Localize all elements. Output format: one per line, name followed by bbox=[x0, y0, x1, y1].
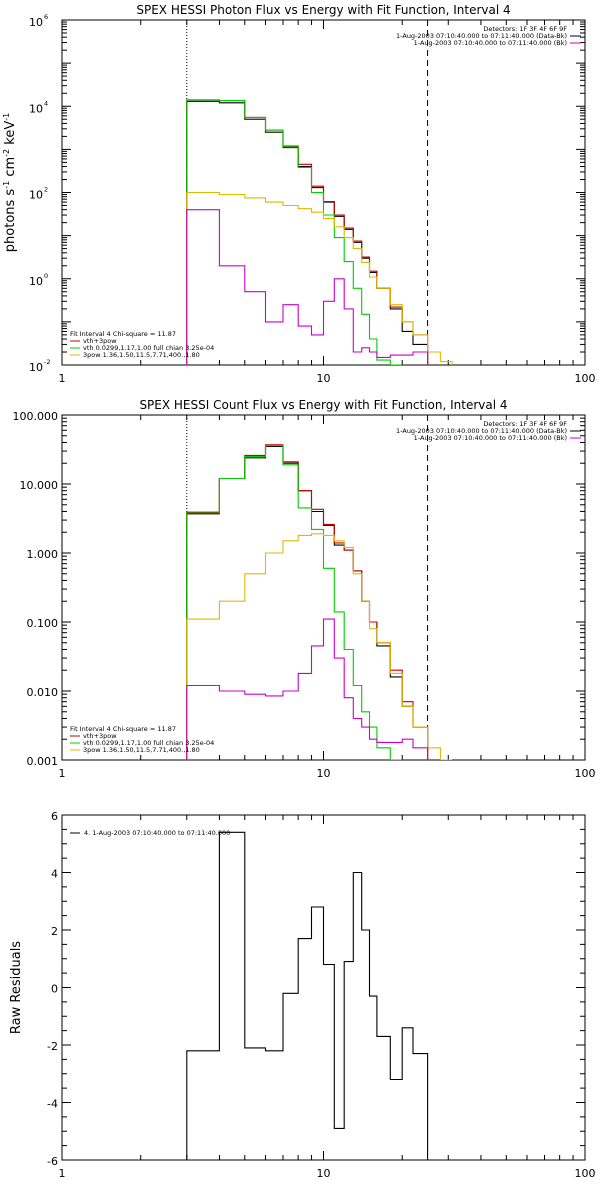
legend-entry: Fit Interval 4 Chi-square = 11.87 bbox=[70, 330, 176, 338]
plot-frame bbox=[61, 414, 586, 761]
y-tick-label: 0.001 bbox=[27, 755, 59, 768]
y-axis-label-part: photons s bbox=[3, 189, 18, 253]
y-tick-label: 100.000 bbox=[13, 410, 59, 423]
y-tick-label: -6 bbox=[47, 1155, 58, 1168]
y-axis-label: photons s-1 cm-2 keV-1 bbox=[2, 113, 18, 252]
series-group bbox=[186, 831, 429, 1160]
y-tick-label: 10 4 bbox=[29, 99, 48, 115]
legend-entry: 3pow 1.36,1.50,11.5,7.71,400.,1.80 bbox=[83, 351, 200, 359]
x-tick-label: 1 bbox=[59, 767, 66, 780]
chart-title: SPEX HESSI Count Flux vs Energy with Fit… bbox=[139, 398, 507, 412]
series-line-5 bbox=[186, 618, 429, 760]
series-line-5 bbox=[186, 209, 429, 365]
y-tick-base: 10 bbox=[29, 16, 43, 29]
series-line-4 bbox=[186, 191, 453, 365]
series-group bbox=[186, 99, 453, 365]
legend-entry: 1-Aug-2003 07:10:40.000 to 07:11:40.000 … bbox=[414, 434, 567, 442]
y-tick-label: 0 bbox=[51, 983, 58, 996]
y-axis-label-part: cm bbox=[3, 157, 18, 181]
legend-entry: vth 0.0299,1.17,1.00 full chian 3.25e-04 bbox=[83, 344, 214, 352]
series-line-2 bbox=[186, 99, 429, 365]
y-tick-base: 10 bbox=[29, 361, 43, 374]
series-group bbox=[186, 444, 452, 760]
y-axis-label-part: -1 bbox=[2, 181, 11, 189]
y-tick-base: 10 bbox=[29, 189, 43, 202]
x-tick-label: 10 bbox=[317, 1167, 331, 1180]
y-axis-label: Raw Residuals bbox=[9, 941, 24, 1034]
y-tick-label: -4 bbox=[47, 1098, 58, 1111]
y-axis-label-part: -2 bbox=[2, 149, 11, 157]
y-tick-label: 10 6 bbox=[29, 13, 48, 29]
series-line-1 bbox=[186, 831, 429, 1160]
x-tick-label: 100 bbox=[575, 767, 596, 780]
y-tick-base: 10 bbox=[29, 275, 43, 288]
chart-title: SPEX HESSI Photon Flux vs Energy with Fi… bbox=[136, 3, 510, 17]
legend-entry: Detectors: 1F 3F 4F 6F 9F bbox=[483, 25, 567, 33]
x-tick-label: 100 bbox=[575, 372, 596, 385]
legend-entry: Detectors: 1F 3F 4F 6F 9F bbox=[483, 420, 567, 428]
legend-entry: vth 0.0299,1.17,1.00 full chian 3.25e-04 bbox=[83, 739, 214, 747]
y-tick-label: 4 bbox=[51, 868, 58, 881]
legend-entry: 1-Aug-2003 07:10:40.000 to 07:11:40.000 … bbox=[396, 32, 567, 40]
y-tick-exponent: 6 bbox=[44, 13, 48, 21]
y-tick-label: -2 bbox=[47, 1040, 58, 1053]
legend-entry: vth+3pow bbox=[83, 732, 117, 740]
y-tick-label: 1.000 bbox=[27, 548, 59, 561]
y-axis-label-part: -1 bbox=[2, 113, 11, 121]
series-line-1 bbox=[186, 100, 429, 365]
y-tick-label: 10 0 bbox=[29, 272, 48, 288]
chart-panel-2: 1 10 100 0.001 0.010 0.100 1.000 10.000 100.000 S… bbox=[13, 398, 596, 780]
y-tick-label: 0.100 bbox=[27, 617, 59, 630]
x-tick-label: 100 bbox=[575, 1167, 596, 1180]
legend-entry: vth+3pow bbox=[83, 337, 117, 345]
legend-entry: Fit Interval 4 Chi-square = 11.87 bbox=[70, 725, 176, 733]
x-tick-label: 1 bbox=[59, 1167, 66, 1180]
legend-entry: 1-Aug-2003 07:10:40.000 to 07:11:40.000 … bbox=[396, 427, 567, 435]
y-tick-exponent: -2 bbox=[44, 358, 50, 366]
series-line-2 bbox=[186, 444, 429, 760]
y-tick-label: 0.010 bbox=[27, 686, 59, 699]
y-tick-exponent: 4 bbox=[44, 99, 48, 107]
plot-frame bbox=[61, 814, 586, 1161]
y-tick-label: 10 -2 bbox=[29, 358, 50, 374]
x-tick-label: 10 bbox=[317, 372, 331, 385]
y-axis-label-part: keV bbox=[3, 121, 18, 149]
y-tick-exponent: 2 bbox=[44, 186, 48, 194]
y-tick-label: 6 bbox=[51, 810, 58, 823]
x-tick-label: 1 bbox=[59, 372, 66, 385]
y-tick-exponent: 0 bbox=[44, 272, 48, 280]
series-line-1 bbox=[186, 445, 429, 760]
chart-panel-3: 1 10 100 -6 -4 -2 0 2 4 6 Raw Residuals 4. 1-Aug-20… bbox=[9, 810, 596, 1180]
legend-entry: 1-Aug-2003 07:10:40.000 to 07:11:40.000 … bbox=[414, 39, 567, 47]
y-tick-base: 10 bbox=[29, 102, 43, 115]
y-tick-label: 10.000 bbox=[20, 479, 59, 492]
y-tick-label: 10 2 bbox=[29, 186, 48, 202]
y-tick-label: 2 bbox=[51, 925, 58, 938]
legend-entry: 4. 1-Aug-2003 07:10:40.000 to 07:11:40.0… bbox=[84, 829, 230, 837]
series-line-4 bbox=[186, 533, 452, 760]
x-tick-label: 10 bbox=[317, 767, 331, 780]
legend-entry: 3pow 1.36,1.50,11.5,7.71,400.,1.80 bbox=[83, 746, 200, 754]
